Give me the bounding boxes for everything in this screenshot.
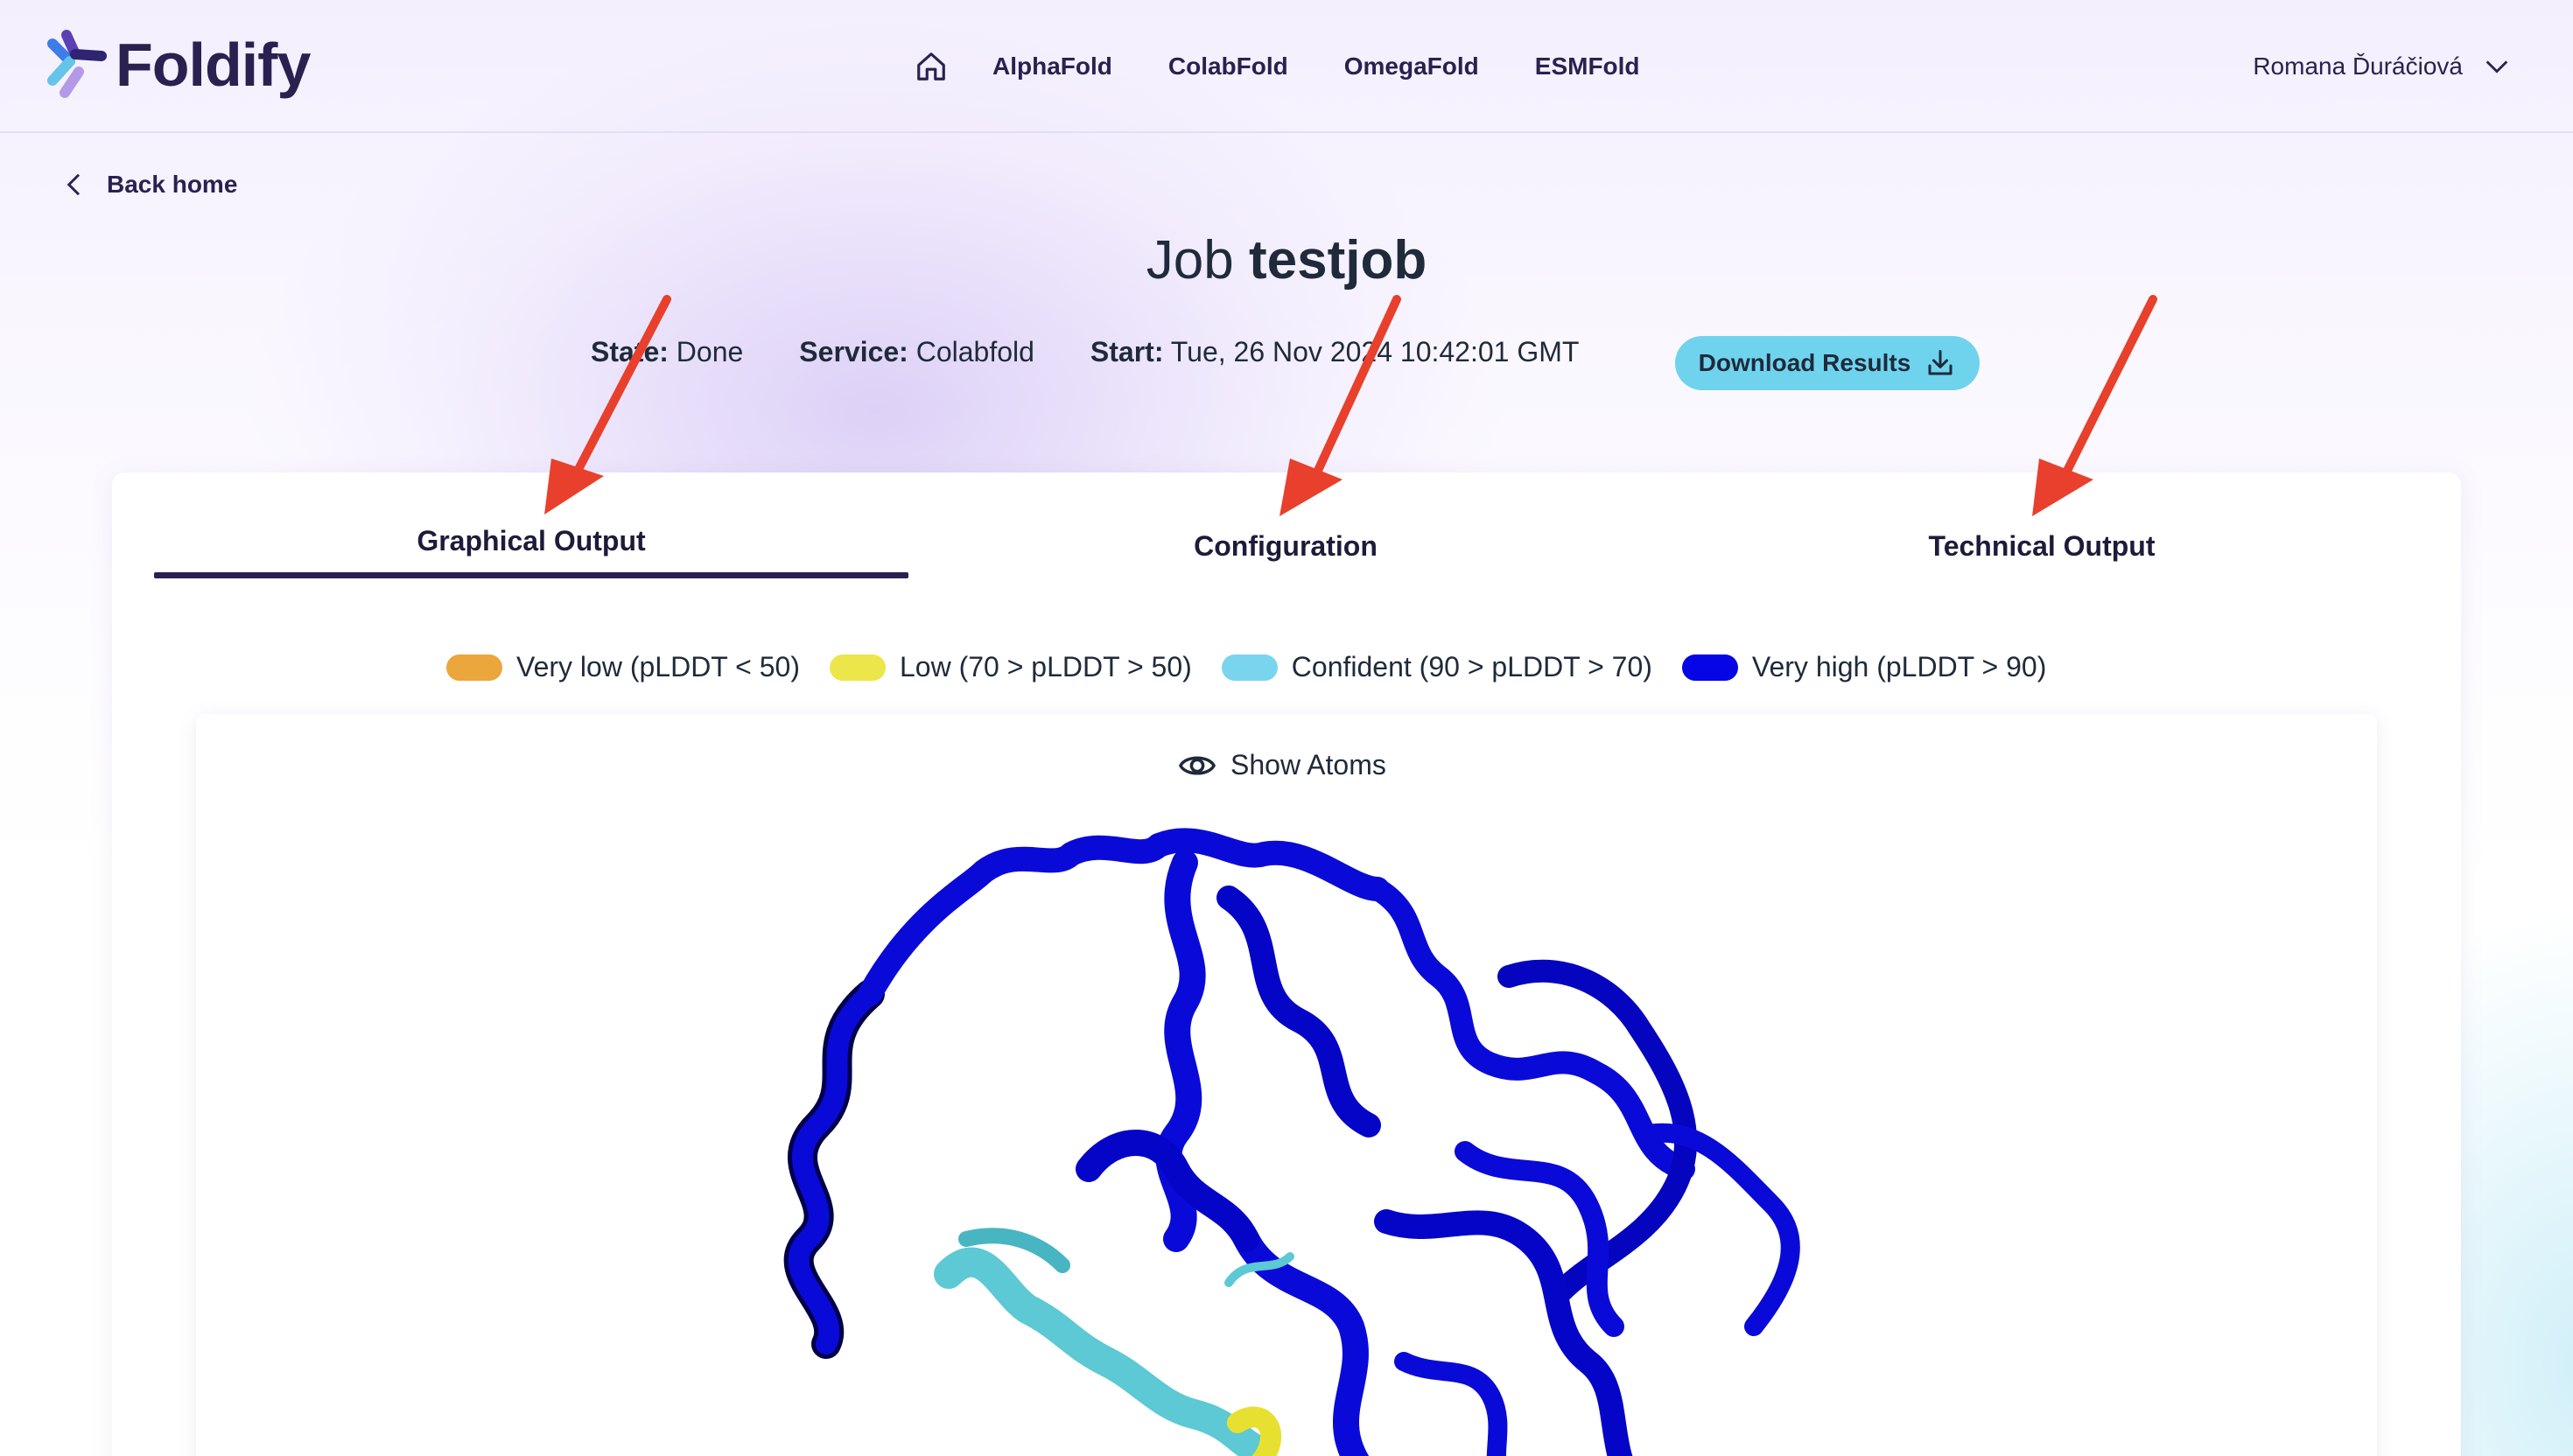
eye-icon (1178, 755, 1216, 775)
brand-logo[interactable]: Foldify (40, 28, 311, 102)
legend-label: Very high (pLDDT > 90) (1751, 651, 2047, 682)
brand-name: Foldify (116, 31, 311, 99)
start-label: Start: (1090, 336, 1164, 368)
tab-technical-output[interactable]: Technical Output (1928, 530, 2156, 562)
job-meta: State: Done Service: Colabfold Start: Tu… (591, 336, 1635, 368)
legend-swatch (1681, 654, 1738, 681)
download-results-label: Download Results (1698, 349, 1911, 376)
main-nav: AlphaFold ColabFold OmegaFold ESMFold (914, 46, 1696, 88)
nav-omegafold[interactable]: OmegaFold (1343, 52, 1479, 80)
legend-item-very-high: Very high (pLDDT > 90) (1681, 651, 2047, 683)
nav-alphafold[interactable]: AlphaFold (992, 52, 1112, 80)
plddt-legend: Very low (pLDDT < 50) Low (70 > pLDDT > … (446, 651, 2076, 683)
page-title: Job testjob (0, 229, 2573, 291)
user-name: Romana Ďuráčiová (2253, 52, 2463, 80)
show-atoms-toggle[interactable]: Show Atoms (1178, 749, 1386, 781)
legend-label: Low (70 > pLDDT > 50) (899, 651, 1192, 682)
job-start: Start: Tue, 26 Nov 2024 10:42:01 GMT (1090, 336, 1580, 368)
start-value: Tue, 26 Nov 2024 10:42:01 GMT (1170, 336, 1580, 368)
protein-structure-render[interactable] (196, 714, 2377, 1456)
job-state: State: Done (591, 336, 743, 368)
home-icon[interactable] (914, 46, 949, 88)
service-value: Colabfold (915, 336, 1034, 368)
legend-swatch (829, 654, 886, 681)
legend-item-low: Low (70 > pLDDT > 50) (829, 651, 1192, 683)
download-results-button[interactable]: Download Results (1675, 336, 1980, 390)
title-prefix: Job (1146, 230, 1234, 290)
top-navbar: Foldify AlphaFold ColabFold OmegaFold ES… (0, 0, 2573, 133)
legend-swatch (1221, 654, 1278, 681)
chevron-left-icon (67, 173, 81, 196)
result-tabs: Graphical Output Configuration Technical… (154, 520, 2419, 625)
show-atoms-label: Show Atoms (1230, 749, 1386, 780)
back-home-label: Back home (107, 171, 238, 198)
user-menu[interactable]: Romana Ďuráčiová (2253, 46, 2512, 88)
legend-label: Confident (90 > pLDDT > 70) (1291, 651, 1652, 682)
legend-swatch (446, 654, 502, 681)
tab-configuration[interactable]: Configuration (1194, 530, 1378, 562)
state-label: State: (591, 336, 669, 368)
service-label: Service: (799, 336, 908, 368)
state-value: Done (676, 336, 744, 368)
legend-label: Very low (pLDDT < 50) (516, 651, 800, 682)
job-service: Service: Colabfold (799, 336, 1034, 368)
structure-viewer[interactable]: Show Atoms (196, 714, 2377, 1456)
foldify-logo-icon (47, 30, 107, 98)
active-tab-indicator (154, 572, 908, 578)
download-icon (1928, 350, 1953, 375)
back-home-link[interactable]: Back home (61, 170, 237, 200)
chevron-down-icon (2485, 60, 2508, 74)
job-name: testjob (1248, 230, 1427, 290)
legend-item-very-low: Very low (pLDDT < 50) (446, 651, 800, 683)
results-card: Graphical Output Configuration Technical… (112, 472, 2461, 1456)
tab-graphical-output[interactable]: Graphical Output (417, 525, 646, 556)
legend-item-confident: Confident (90 > pLDDT > 70) (1221, 651, 1652, 683)
nav-esmfold[interactable]: ESMFold (1534, 52, 1640, 80)
nav-colabfold[interactable]: ColabFold (1167, 52, 1288, 80)
